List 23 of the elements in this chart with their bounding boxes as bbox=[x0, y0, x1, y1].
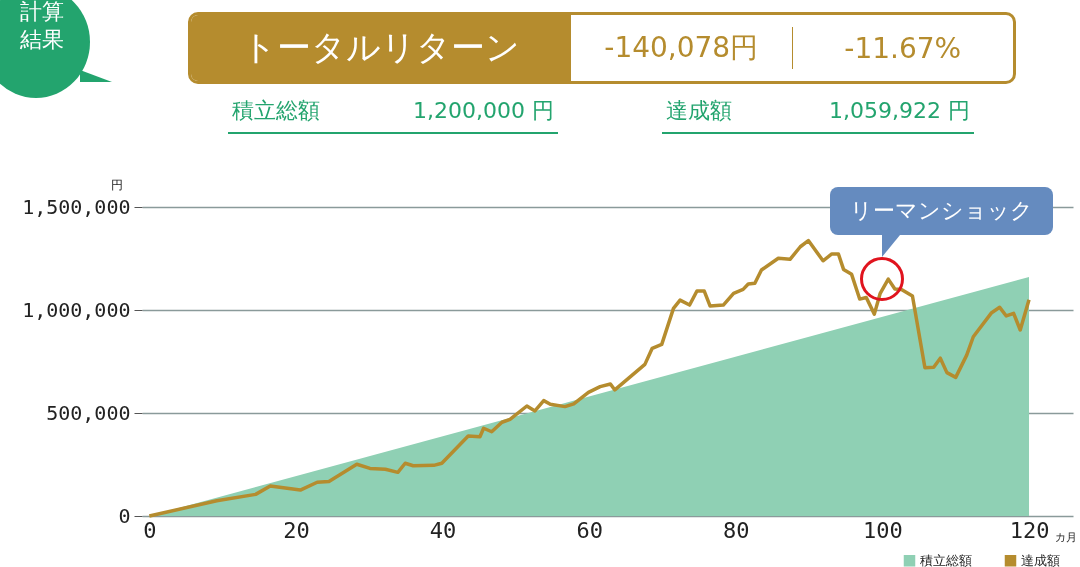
legend-label: 達成額 bbox=[1021, 552, 1060, 567]
text: 1,200,000 円 bbox=[413, 97, 554, 125]
x-tick-label: 20 bbox=[283, 517, 310, 543]
y-tick-label: 1,000,000 bbox=[22, 297, 131, 322]
x-tick-label: 120 bbox=[1009, 517, 1050, 543]
y-tick-label: 1,500,000 bbox=[22, 194, 131, 219]
text: 積立総額 bbox=[232, 97, 320, 125]
text: トータルリターン bbox=[191, 15, 571, 81]
text: 計算結果 bbox=[0, 0, 90, 98]
text: 達成額 bbox=[666, 97, 732, 125]
x-tick-label: 0 bbox=[143, 517, 157, 543]
x-tick-label: 40 bbox=[429, 517, 457, 543]
y-tick-label: 500,000 bbox=[46, 400, 131, 425]
text: -140,078円 bbox=[571, 27, 793, 69]
y-axis-title: 円 bbox=[111, 178, 123, 192]
text: 1,059,922 円 bbox=[829, 97, 970, 125]
x-tick-label: 80 bbox=[723, 517, 750, 543]
x-axis-title: カ月 bbox=[1055, 531, 1077, 544]
legend-label: 積立総額 bbox=[920, 552, 972, 567]
x-tick-label: 60 bbox=[576, 517, 603, 543]
annotation: リーマンショック bbox=[830, 187, 1054, 236]
text: -11.67% bbox=[843, 30, 963, 67]
x-tick-label: 100 bbox=[863, 517, 903, 543]
